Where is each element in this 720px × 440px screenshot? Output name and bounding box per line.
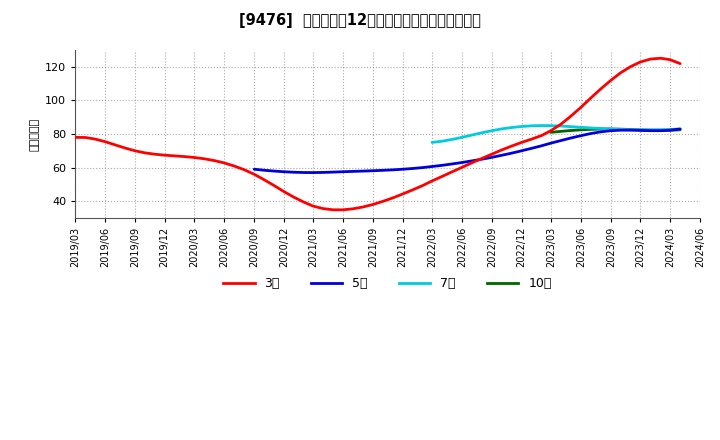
Text: [9476]  当期純利益12か月移動合計の平均値の推移: [9476] 当期純利益12か月移動合計の平均値の推移 [239,13,481,28]
Y-axis label: （百万円）: （百万円） [30,117,40,150]
Legend: 3年, 5年, 7年, 10年: 3年, 5年, 7年, 10年 [218,272,557,295]
